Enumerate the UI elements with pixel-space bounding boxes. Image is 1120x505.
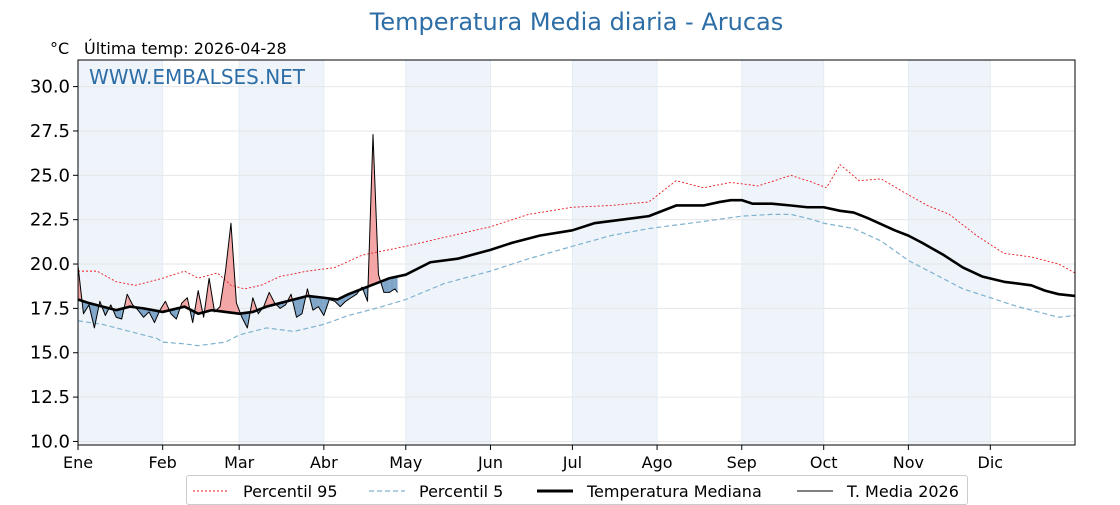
x-tick-label: Mar [224, 453, 255, 472]
x-tick-label: Jul [562, 453, 582, 472]
legend-swatch-p95 [193, 489, 229, 493]
watermark-text: WWW.EMBALSES.NET [89, 65, 306, 89]
legend-item-current: T. Media 2026 [797, 480, 959, 502]
x-tick-label: Ene [63, 453, 93, 472]
month-band [908, 60, 990, 445]
legend: Percentil 95 Percentil 5 Temperatura Med… [186, 475, 968, 505]
legend-label-p95: Percentil 95 [243, 482, 338, 501]
y-tick-label: 20.0 [30, 254, 70, 275]
y-tick-label: 30.0 [30, 77, 70, 98]
legend-swatch-median [537, 489, 573, 493]
x-tick-label: May [389, 453, 422, 472]
x-tick-label: Feb [149, 453, 177, 472]
x-tick-label: Sep [727, 453, 757, 472]
legend-label-current: T. Media 2026 [847, 482, 959, 501]
month-band [239, 60, 324, 445]
y-tick-label: 12.5 [30, 387, 70, 408]
y-tick-label: 15.0 [30, 343, 70, 364]
y-tick-label: 25.0 [30, 165, 70, 186]
x-tick-label: Ago [642, 453, 673, 472]
legend-item-p5: Percentil 5 [369, 480, 503, 502]
legend-item-p95: Percentil 95 [193, 480, 338, 502]
legend-label-median: Temperatura Mediana [587, 482, 762, 501]
month-band [742, 60, 824, 445]
legend-label-p5: Percentil 5 [419, 482, 503, 501]
plot-area: WWW.EMBALSES.NET 10.0 12.5 15.0 17.5 20.0 22.… [0, 0, 1120, 475]
y-tick-label: 27.5 [30, 121, 70, 142]
x-tick-label: Dic [978, 453, 1004, 472]
x-tick-label: Jun [477, 453, 503, 472]
y-tick-label: 10.0 [30, 431, 70, 452]
month-band [572, 60, 657, 445]
axis-ticks: 10.0 12.5 15.0 17.5 20.0 22.5 25.0 27.5 30.0 Ene F… [30, 77, 1003, 472]
x-tick-label: Oct [810, 453, 838, 472]
x-tick-label: Abr [310, 453, 338, 472]
legend-swatch-p5 [369, 489, 405, 493]
y-tick-label: 22.5 [30, 210, 70, 231]
legend-swatch-current [797, 489, 833, 493]
x-tick-label: Nov [893, 453, 924, 472]
y-tick-label: 17.5 [30, 298, 70, 319]
month-band [78, 60, 163, 445]
legend-item-median: Temperatura Mediana [537, 480, 762, 502]
month-bands [78, 60, 990, 445]
